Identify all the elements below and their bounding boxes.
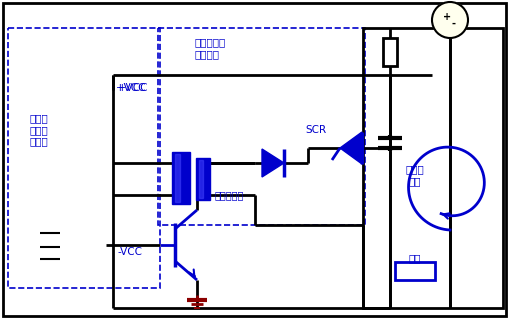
Bar: [158, 28, 365, 225]
Bar: [363, 28, 503, 308]
Text: +: +: [443, 12, 451, 22]
Polygon shape: [262, 149, 284, 177]
Text: +VCC: +VCC: [118, 83, 149, 93]
Bar: [172, 152, 190, 204]
Text: 高功率
线路: 高功率 线路: [406, 164, 425, 186]
Circle shape: [432, 2, 468, 38]
Bar: [383, 38, 397, 66]
Text: SCR: SCR: [305, 125, 326, 135]
Bar: [8, 28, 160, 288]
Text: 负载: 负载: [409, 253, 421, 263]
Bar: [199, 160, 203, 198]
Bar: [175, 154, 180, 202]
Text: -VCC: -VCC: [118, 247, 143, 257]
Polygon shape: [340, 132, 362, 164]
Text: 控制电
路印刷
电路板: 控制电 路印刷 电路板: [30, 113, 49, 147]
Text: +VCC: +VCC: [116, 83, 147, 93]
Bar: [395, 262, 435, 280]
Text: -: -: [452, 19, 456, 29]
Text: 功率电路印
制电路板: 功率电路印 制电路板: [195, 37, 226, 59]
Bar: [196, 158, 210, 200]
Text: 脉冲变压器: 脉冲变压器: [215, 190, 244, 200]
